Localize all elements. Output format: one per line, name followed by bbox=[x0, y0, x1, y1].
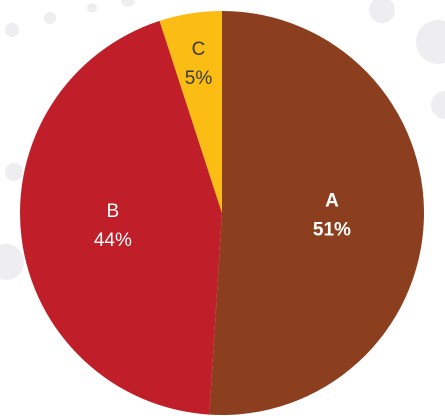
slice-label: B bbox=[107, 201, 120, 222]
dot bbox=[44, 12, 56, 24]
dot bbox=[431, 91, 445, 119]
slice-label: A bbox=[325, 190, 339, 211]
dot bbox=[87, 3, 97, 13]
dot bbox=[0, 244, 24, 280]
pie-slice bbox=[19, 20, 223, 415]
pie-slice bbox=[209, 11, 425, 415]
dot bbox=[5, 163, 23, 181]
slice-label: C bbox=[192, 39, 206, 60]
dot bbox=[416, 20, 445, 64]
pie-slice bbox=[159, 11, 222, 213]
dot bbox=[369, 0, 395, 23]
dot bbox=[5, 23, 19, 37]
dot bbox=[121, 0, 135, 7]
slice-value-label: 51% bbox=[313, 219, 351, 240]
background-dots bbox=[0, 0, 445, 280]
slice-value-label: 44% bbox=[94, 230, 132, 251]
slice-value-label: 5% bbox=[185, 68, 213, 89]
